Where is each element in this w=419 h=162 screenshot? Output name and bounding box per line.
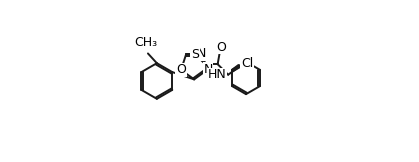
Text: Cl: Cl xyxy=(241,57,253,70)
Text: O: O xyxy=(176,63,186,76)
Text: O: O xyxy=(216,41,226,54)
Text: N: N xyxy=(197,47,206,60)
Text: S: S xyxy=(191,48,199,61)
Text: N: N xyxy=(203,63,213,75)
Text: CH₃: CH₃ xyxy=(134,36,157,49)
Text: HN: HN xyxy=(208,68,227,81)
